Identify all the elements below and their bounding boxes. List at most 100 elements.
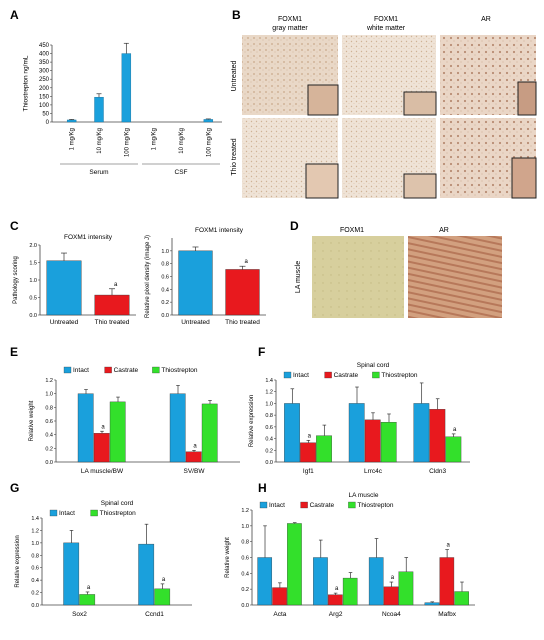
histology-row-label-untreated: Untreated xyxy=(231,61,238,92)
chart-f: 0.0 0.2 0.4 0.6 0.8 1.0 1.2 1.4 Relative express… xyxy=(249,362,470,475)
y-tick-label: 1.0 xyxy=(241,524,249,530)
x-tick-label: 10 mg/Kg xyxy=(97,128,103,154)
bar-e-1-1 xyxy=(185,451,202,463)
y-tick-label: 0.0 xyxy=(161,313,169,319)
y-tick-label: 1.0 xyxy=(45,392,53,398)
chart-c2: 0.0 0.2 0.4 0.6 0.8 1.0 Relative pixel density… xyxy=(145,227,266,326)
y-tick-label: 150 xyxy=(39,94,50,100)
legend-swatch xyxy=(49,509,58,517)
bar-e-1-0 xyxy=(169,393,186,463)
histology-col-header-2a: FOXM1 xyxy=(374,16,398,23)
bar-h-3-2 xyxy=(454,591,469,606)
x-tick-label: Thio treated xyxy=(95,319,130,326)
bar-g-1-0 xyxy=(138,543,155,606)
legend-label: Thiostrepton xyxy=(100,510,137,517)
y-tick-label: 0.0 xyxy=(265,460,273,466)
bar-a-5 xyxy=(203,119,214,123)
x-tick-label: Igf1 xyxy=(303,468,314,475)
x-tick-label: Acta xyxy=(273,611,286,618)
legend-swatch xyxy=(104,366,112,374)
x-tick-label: Arg2 xyxy=(329,611,343,618)
y-axis-title: Relative weight xyxy=(29,400,35,441)
legend-swatch xyxy=(259,501,268,509)
histology-d-image-foxm1 xyxy=(312,236,404,318)
inset-untreated-white xyxy=(403,91,437,116)
y-tick-label: 0.8 xyxy=(265,413,273,419)
y-tick-label: 0.6 xyxy=(31,566,39,572)
bar-h-0-1 xyxy=(272,587,287,606)
x-tick-label: Ncoa4 xyxy=(382,611,401,618)
histology-d-row-label: LA muscle xyxy=(295,261,302,293)
y-tick-label: 1.0 xyxy=(29,278,37,284)
significance-marker: a xyxy=(446,543,450,549)
bar-e-1-2 xyxy=(201,403,218,463)
x-tick-label: 100 mg/Kg xyxy=(206,128,212,157)
panel-letter-h: H xyxy=(258,481,267,495)
bar-c2-0 xyxy=(178,250,213,316)
legend-label: Castrate xyxy=(310,502,335,509)
bar-f-2-0 xyxy=(413,403,430,463)
x-tick-label: Ccnd1 xyxy=(145,611,164,618)
panel-letter-a: A xyxy=(10,8,19,22)
y-tick-label: 0.4 xyxy=(161,287,169,293)
panel-letter-e: E xyxy=(10,345,18,359)
y-tick-label: 0.2 xyxy=(161,300,169,306)
bar-c2-1 xyxy=(225,269,260,316)
group-label: CSF xyxy=(175,169,188,176)
y-axis-title: Relative weight xyxy=(225,537,231,578)
significance-marker: a xyxy=(114,282,118,288)
panel-letter-c: C xyxy=(10,219,19,233)
y-tick-label: 0.4 xyxy=(31,578,39,584)
y-tick-label: 1.2 xyxy=(265,390,273,396)
legend-label: Intact xyxy=(269,502,285,509)
bar-a-0 xyxy=(66,119,77,123)
legend-label: Intact xyxy=(59,510,75,517)
chart-c1: 0.0 0.5 1.0 1.5 2.0 Pathology scoring FOXM1 in… xyxy=(13,234,136,326)
bar-h-1-2 xyxy=(342,577,358,606)
y-tick-label: 0.4 xyxy=(45,433,53,439)
x-tick-label: Cldn3 xyxy=(429,468,446,475)
bar-a-2 xyxy=(121,53,132,123)
significance-marker: a xyxy=(162,577,166,583)
y-tick-label: 0.8 xyxy=(161,262,169,268)
significance-marker: a xyxy=(87,585,91,591)
legend-label: Castrate xyxy=(334,372,359,379)
histology-col-header-3: AR xyxy=(481,16,491,23)
inset-untreated-ar xyxy=(517,81,537,116)
histology-d-col-2: AR xyxy=(439,227,449,234)
bar-h-3-1 xyxy=(439,557,455,606)
legend-label: Intact xyxy=(73,367,89,374)
bar-g-0-1 xyxy=(79,594,96,606)
histology-col-header-1a: FOXM1 xyxy=(278,16,302,23)
significance-marker: a xyxy=(308,433,312,439)
panel-letter-b: B xyxy=(232,8,241,22)
x-tick-label: Untreated xyxy=(50,319,79,326)
chart-e: 0.0 0.2 0.4 0.6 0.8 1.0 1.2 Relative weight Inta… xyxy=(29,366,240,475)
bar-h-3-0 xyxy=(424,602,440,606)
inset-thio-white xyxy=(403,173,437,199)
y-tick-label: 0.6 xyxy=(265,425,273,431)
y-tick-label: 0.6 xyxy=(161,275,169,281)
y-tick-label: 0.8 xyxy=(45,405,53,411)
bar-e-0-0 xyxy=(77,393,94,463)
y-tick-label: 1.4 xyxy=(31,516,39,522)
y-tick-label: 0.8 xyxy=(241,540,249,546)
bar-e-0-2 xyxy=(109,401,126,463)
y-tick-label: 400 xyxy=(39,52,50,58)
bar-c1-1 xyxy=(94,294,130,316)
legend-swatch xyxy=(283,371,292,379)
bar-g-1-1 xyxy=(154,588,171,606)
significance-marker: a xyxy=(453,427,457,433)
y-tick-label: 0.2 xyxy=(241,587,249,593)
y-tick-label: 2.0 xyxy=(29,243,37,249)
y-axis-title: Relative expression xyxy=(249,395,255,447)
y-tick-label: 0.2 xyxy=(45,446,53,452)
bar-g-0-0 xyxy=(63,542,80,606)
y-tick-label: 0.6 xyxy=(45,419,53,425)
bar-f-2-1 xyxy=(429,409,446,463)
legend-swatch xyxy=(372,371,380,379)
y-tick-label: 300 xyxy=(39,69,50,75)
charts-layer: 0 50 100 150 200 250 300 350 400 450 Thiostrepton … xyxy=(13,42,475,618)
chart-title: Spinal cord xyxy=(101,500,134,507)
bar-h-2-2 xyxy=(398,571,414,606)
